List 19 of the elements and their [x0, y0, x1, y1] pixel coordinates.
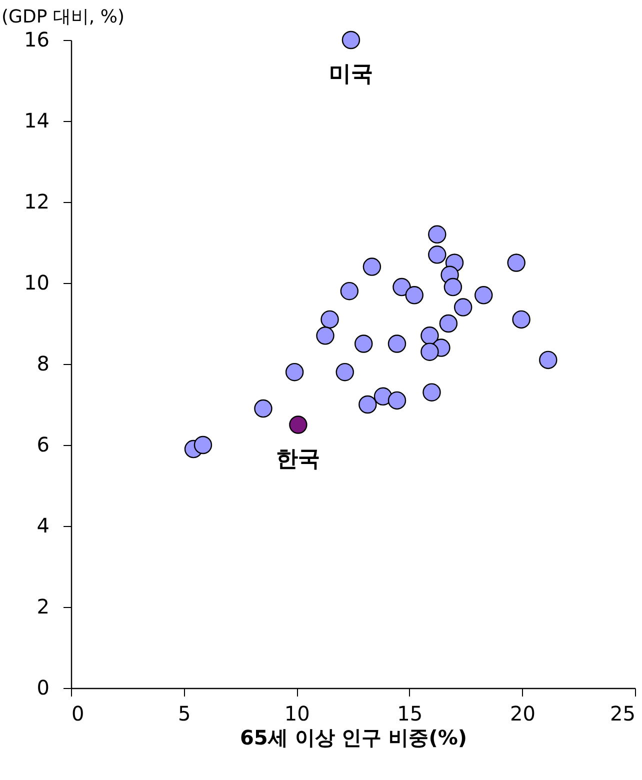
x-tick-label: 5 [178, 702, 191, 726]
y-tick-label: 6 [36, 432, 50, 456]
x-tick-label: 10 [284, 702, 310, 726]
x-axis-title: 65세 이상 인구 비중(%) [240, 726, 468, 750]
y-axis-title: (GDP 대비, %) [2, 6, 124, 28]
y-tick-label: 0 [36, 676, 50, 700]
annotation: 한국 [276, 446, 320, 472]
y-tick-label: 16 [24, 28, 50, 52]
annotation: 미국 [328, 62, 373, 87]
x-tick-label: 25 [610, 702, 636, 726]
y-tick-label: 4 [36, 514, 50, 538]
x-tick-label: 20 [510, 702, 536, 726]
y-tick-label: 14 [24, 108, 50, 132]
x-tick-label: 15 [397, 702, 423, 726]
y-tick-label: 8 [36, 352, 50, 376]
y-tick-label: 12 [24, 190, 50, 214]
y-tick-label: 10 [24, 270, 50, 294]
x-tick-label: 0 [72, 702, 84, 726]
y-tick-label: 2 [36, 594, 50, 618]
